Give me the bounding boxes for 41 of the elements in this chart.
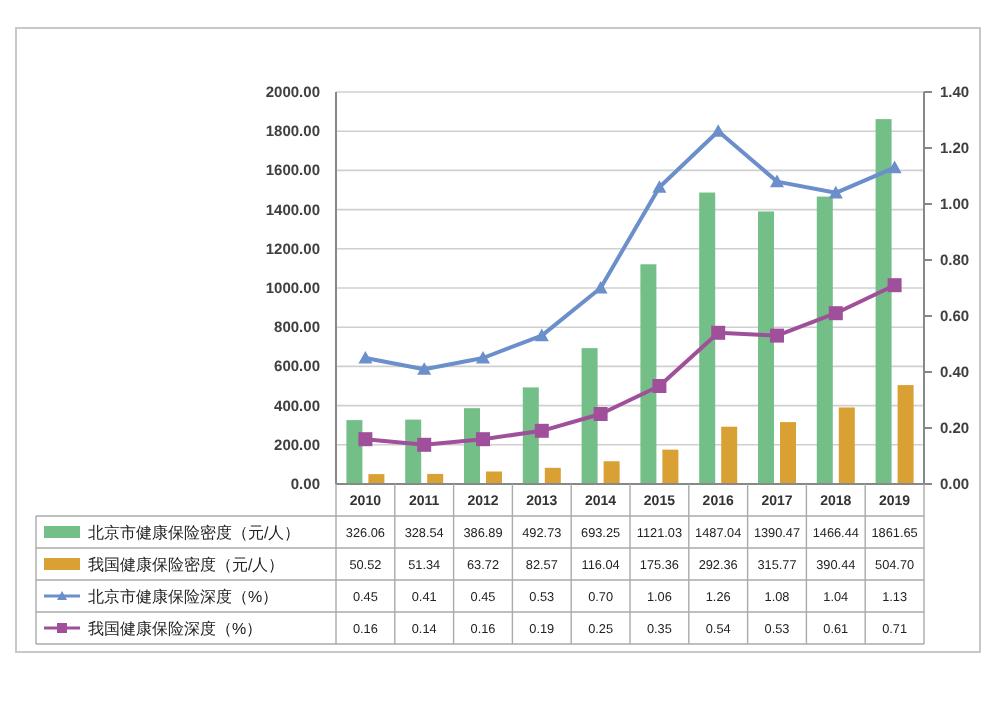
bar: [464, 408, 480, 484]
bar: [875, 119, 892, 484]
point: [417, 362, 432, 375]
bar: [721, 426, 738, 484]
point: [770, 174, 784, 188]
point: [358, 432, 373, 447]
bar: [346, 420, 363, 484]
point: [417, 437, 432, 452]
point: [652, 379, 667, 393]
point: [828, 185, 843, 199]
point: [711, 325, 726, 340]
bar: [544, 467, 561, 484]
bar: [838, 407, 855, 484]
bar: [758, 211, 774, 484]
legend-label: 北京市健康保险密度（元/人）: [88, 524, 301, 542]
bar: [662, 449, 679, 484]
bar: [581, 348, 598, 484]
point: [534, 423, 549, 438]
point: [593, 281, 608, 294]
point: [652, 180, 667, 193]
point: [887, 278, 902, 293]
point: [358, 351, 373, 364]
legend-label: 我国健康保险密度（元/人）: [88, 556, 285, 574]
point: [534, 328, 549, 342]
point: [476, 432, 490, 447]
bar: [816, 196, 833, 484]
legend-label: 北京市健康保险深度（%）: [88, 588, 279, 606]
point: [711, 124, 726, 137]
point: [476, 351, 490, 364]
bar: [522, 387, 539, 484]
bar: [897, 385, 914, 484]
legend-label: 我国健康保险深度（%）: [88, 620, 263, 638]
bar: [699, 192, 716, 484]
point: [593, 407, 608, 421]
point: [828, 306, 843, 321]
point: [887, 160, 902, 174]
bar: [640, 264, 657, 484]
bar: [368, 474, 385, 484]
point: [770, 328, 784, 343]
bar: [603, 461, 620, 484]
bar: [780, 422, 796, 484]
